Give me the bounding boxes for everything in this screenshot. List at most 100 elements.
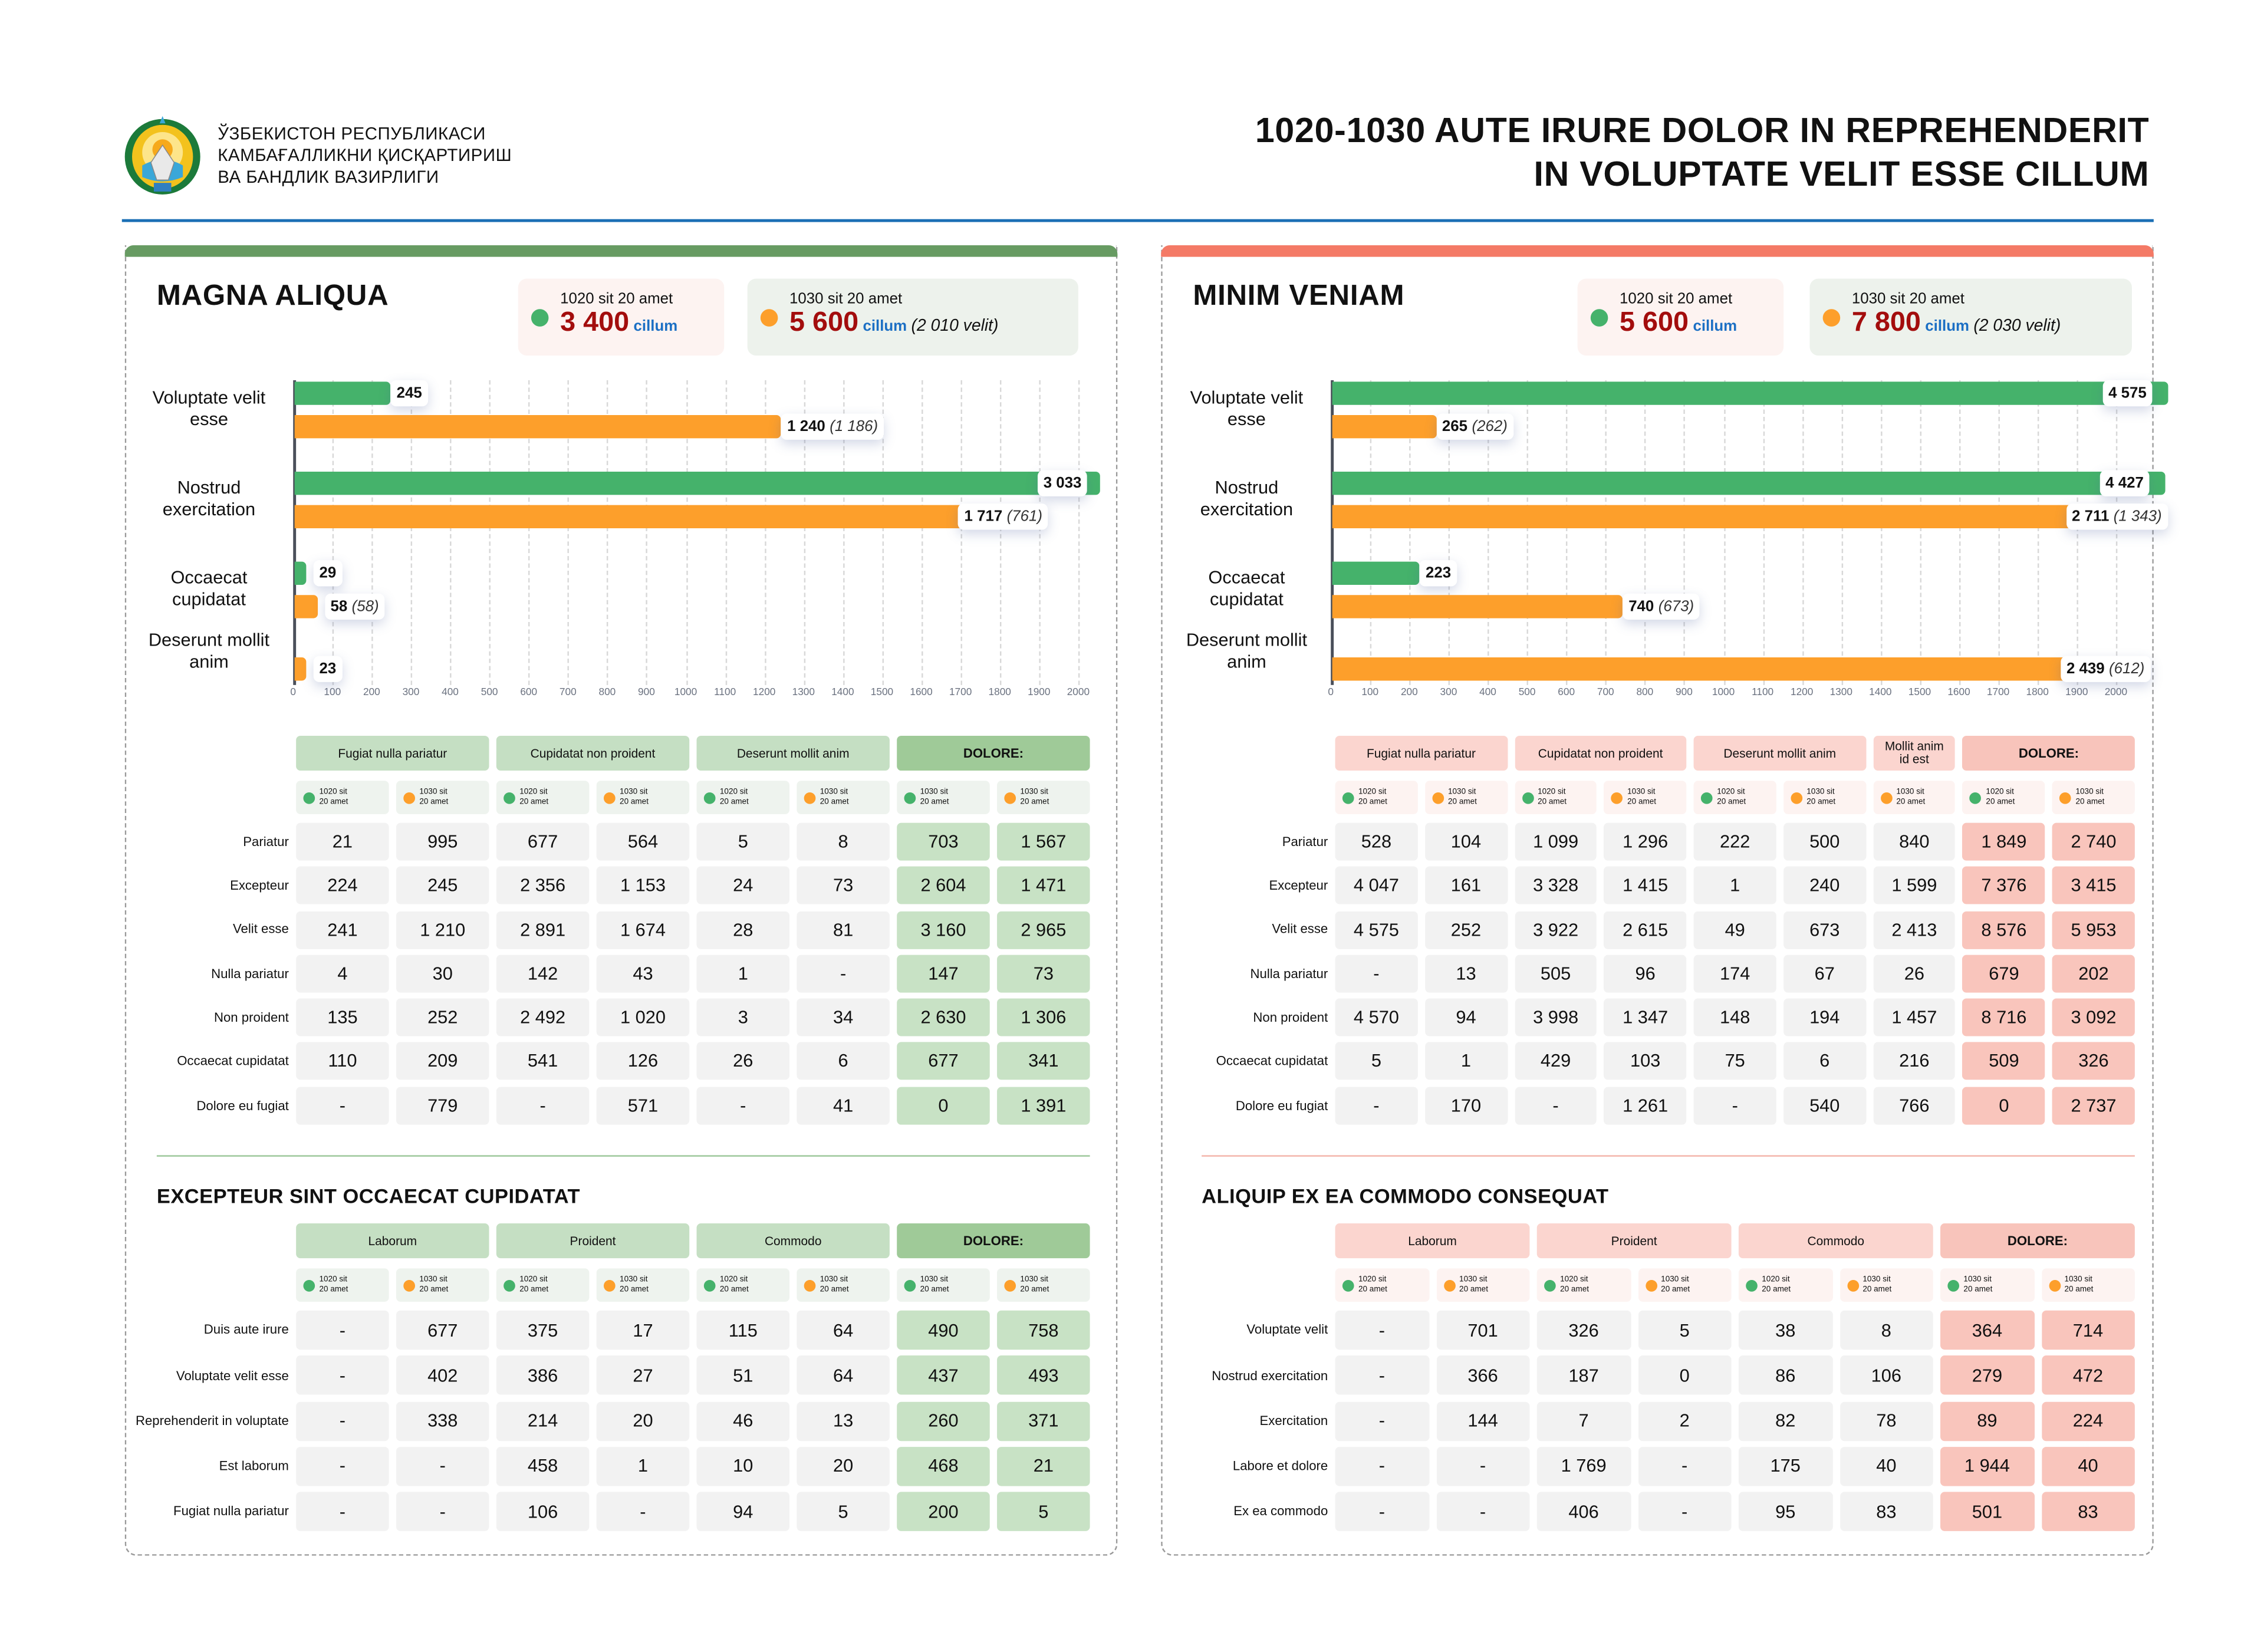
- table-cell: 30: [396, 955, 489, 993]
- kpi-note: (2 010 velit): [911, 318, 999, 335]
- total-cell: 21: [997, 1446, 1090, 1486]
- total-cell: 2 604: [897, 867, 990, 905]
- x-tick-label: 200: [363, 687, 380, 698]
- total-cell: 1 944: [1940, 1446, 2034, 1486]
- table-row: Labore et dolore - -1 769-175 40 1 944 40: [1163, 1446, 2135, 1486]
- table-cell: 1 457: [1873, 998, 1956, 1036]
- orange-dot-icon: [760, 309, 778, 327]
- table-cell: 1 347: [1604, 998, 1687, 1036]
- total-cell: 2 630: [897, 998, 990, 1036]
- table-cell: 224: [296, 867, 389, 905]
- data-label: 245: [390, 380, 428, 407]
- table-cell: 24: [696, 867, 790, 905]
- panel-minim-veniam: MINIM VENIAM 1020 sit 20 amet 5 600 cillum 1…: [1161, 245, 2168, 1556]
- table-cell: -: [496, 1087, 590, 1125]
- x-tick-label: 800: [598, 687, 616, 698]
- grid-line: [1078, 380, 1080, 685]
- series-subheader: 1030 sit 20 amet: [997, 1268, 1090, 1302]
- orange-dot-icon: [1822, 309, 1841, 327]
- table-cell: 209: [396, 1042, 489, 1081]
- series-subheader: 1020 sit 20 amet: [296, 1268, 389, 1302]
- table-cell: 41: [797, 1087, 890, 1125]
- ministry-line: КАМБАҒАЛЛИКНИ ҚИСҚАРТИРИШ: [218, 145, 512, 166]
- x-tick-label: 0: [290, 687, 297, 698]
- table-row: Voluptate velit -701 326 5 38 8 364 714: [1163, 1310, 2135, 1350]
- series-subheader: 1030 sit 20 amet: [1839, 1268, 1933, 1302]
- orange-dot-icon: [1645, 1279, 1657, 1291]
- table-cell: 1 099: [1514, 822, 1597, 861]
- series-subheader: 1020 sit 20 amet: [1693, 781, 1776, 814]
- green-dot-icon: [531, 309, 549, 327]
- category-label: Deserunt mollit anim: [1186, 630, 1308, 672]
- table-cell: 95: [1738, 1492, 1832, 1532]
- column-group-header: Proident: [496, 1223, 690, 1259]
- data-value: 4 575: [2108, 384, 2147, 402]
- table-cell: 40: [1839, 1446, 1933, 1486]
- table-cell: -: [696, 1087, 790, 1125]
- kpi-value-line: 5 600 cillum: [1620, 308, 1783, 340]
- grid-line: [1919, 380, 1921, 685]
- table-cell: 20: [797, 1446, 890, 1486]
- x-tick-label: 700: [1597, 687, 1614, 698]
- table-cell: 3: [696, 998, 790, 1036]
- table-cell: 1 210: [396, 910, 489, 949]
- x-tick-label: 1600: [1947, 687, 1970, 698]
- table-cell: 34: [797, 998, 890, 1036]
- table-cell: 174: [1693, 955, 1776, 993]
- table-cell: 2 891: [496, 910, 590, 949]
- table-row: Dolore eu fugiat -779-571-41 0 1 391: [126, 1087, 1090, 1125]
- table-row: Nulla pariatur -13 505 96 174 67 26 679 202: [1163, 955, 2135, 993]
- total-cell: 472: [2041, 1355, 2135, 1396]
- bar-1030: [1332, 414, 1437, 439]
- table-cell: 766: [1873, 1087, 1956, 1125]
- series-subheader: 1030 sit 20 amet: [596, 781, 690, 814]
- table-cell: 4 047: [1335, 867, 1418, 905]
- kpi-label: 1020 sit 20 amet: [560, 290, 673, 308]
- series-subheader: 1030 sit 20 amet: [1783, 781, 1866, 814]
- data-table: Fugiat nulla pariatur Cupidatat non proid…: [1163, 735, 2135, 1131]
- page-title-line: 1020-1030 AUTE IRURE DOLOR IN REPREHENDE…: [1255, 111, 2150, 151]
- green-dot-icon: [703, 791, 716, 804]
- column-group-header: Cupidatat non proident: [1514, 735, 1687, 771]
- table-cell: -: [1335, 1401, 1429, 1441]
- grid-line: [960, 380, 962, 685]
- kpi-unit: cillum: [1693, 318, 1738, 335]
- x-tick-label: 400: [442, 687, 459, 698]
- table-cell: 366: [1436, 1355, 1530, 1396]
- grid-line: [371, 380, 373, 685]
- x-tick-label: 1500: [1908, 687, 1931, 698]
- table-cell: 241: [296, 910, 389, 949]
- table-cell: 1 415: [1604, 867, 1687, 905]
- table-row: Voluptate velit esse -402 386 27 51 64 437 493: [126, 1355, 1090, 1396]
- series-subheader-label: 1020 sit 20 amet: [1762, 1275, 1791, 1294]
- table-cell: 216: [1873, 1042, 1956, 1081]
- table-cell: 96: [1604, 955, 1687, 993]
- panel-title: MINIM VENIAM: [1193, 280, 1405, 312]
- grid-line: [568, 380, 570, 685]
- table-cell: 64: [797, 1355, 890, 1396]
- kpi-value: 5 600: [789, 307, 859, 338]
- grid-line: [803, 380, 805, 685]
- orange-dot-icon: [2059, 791, 2072, 804]
- table-cell: 1 769: [1536, 1446, 1631, 1486]
- series-subheader-label: 1030 sit 20 amet: [1020, 1275, 1049, 1294]
- series-subheader: 1030 sit 20 amet: [2041, 1268, 2135, 1302]
- series-subheader-label: 1030 sit 20 amet: [1806, 788, 1836, 807]
- orange-dot-icon: [1443, 1279, 1455, 1291]
- table-cell: 1: [596, 1446, 690, 1486]
- table-cell: 126: [596, 1042, 690, 1081]
- total-cell: 5 953: [2052, 910, 2135, 949]
- table-cell: 2 492: [496, 998, 590, 1036]
- x-tick-label: 1700: [1986, 687, 2010, 698]
- table-cell: 402: [396, 1355, 489, 1396]
- section-divider: [156, 1155, 1090, 1157]
- green-dot-icon: [504, 1279, 515, 1291]
- grid-line: [1409, 380, 1411, 685]
- grid-line: [2037, 380, 2039, 685]
- grid-line: [2077, 380, 2078, 685]
- row-label: Labore et dolore: [1232, 1459, 1328, 1473]
- series-subheader-label: 1020 sit 20 amet: [319, 1275, 348, 1294]
- row-label: Dolore eu fugiat: [196, 1098, 289, 1113]
- row-label: Non proident: [1253, 1010, 1328, 1025]
- total-cell: 501: [1940, 1492, 2034, 1532]
